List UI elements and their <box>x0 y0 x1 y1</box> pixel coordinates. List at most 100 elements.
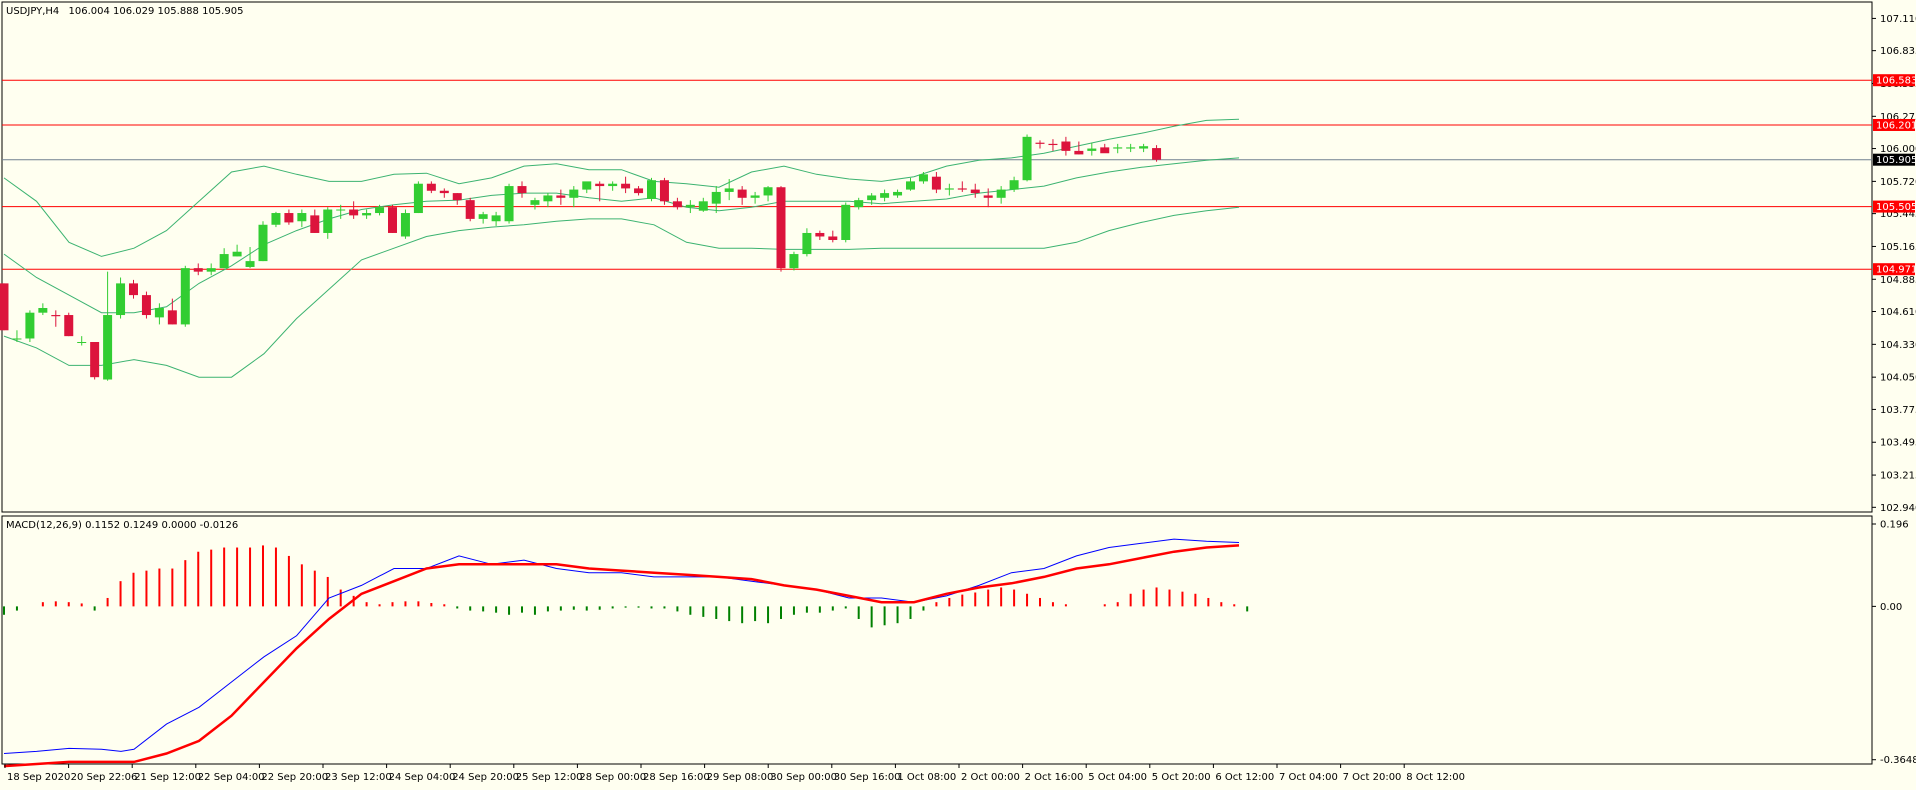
candle-body-29 <box>375 207 385 214</box>
candle-body-31 <box>400 213 410 237</box>
main-panel-frame <box>1 1 1873 513</box>
candle-body-46 <box>595 183 605 187</box>
candle-body-49 <box>634 188 644 194</box>
price-tag-bg-2 <box>1873 153 1915 166</box>
candle-body-39 <box>504 186 514 222</box>
time-tick-label-8: 25 Sep 12:00 <box>516 772 583 783</box>
price-tick-label-0: 107.110 <box>1880 14 1916 25</box>
price-tick-label-10: 104.330 <box>1880 340 1916 351</box>
ohlc-readout: 106.004 106.029 105.888 105.905 <box>68 6 243 17</box>
candle-body-57 <box>737 189 747 198</box>
time-tick-label-5: 23 Sep 12:00 <box>325 772 392 783</box>
band-middle <box>3 157 1240 314</box>
candle-body-0 <box>0 283 9 331</box>
candle-body-42 <box>543 195 553 202</box>
candle-body-6 <box>77 342 87 343</box>
candle-body-86 <box>1113 147 1123 149</box>
candle-body-7 <box>90 342 100 378</box>
candle-body-24 <box>310 215 320 233</box>
horizontal-lines <box>2 79 1872 270</box>
candle-body-53 <box>685 204 695 208</box>
candle-body-8 <box>103 315 113 380</box>
price-tag-label-1: 106.201 <box>1876 120 1916 131</box>
candle-body-75 <box>970 189 980 194</box>
candle-body-28 <box>362 213 372 216</box>
macd-axis: 0.196 0.00 -0.3648 <box>1872 519 1916 766</box>
price-tick-label-5: 105.720 <box>1880 177 1916 188</box>
time-tick-label-10: 28 Sep 16:00 <box>643 772 710 783</box>
candle-body-1 <box>12 338 22 340</box>
candle-body-71 <box>918 174 928 182</box>
macd-series-1 <box>3 544 1240 768</box>
candle-body-14 <box>180 268 190 325</box>
candle-body-78 <box>1009 180 1019 190</box>
price-tag-label-0: 106.583 <box>1876 76 1916 87</box>
candle-body-73 <box>944 188 954 190</box>
candle-body-17 <box>219 254 229 269</box>
candle-body-19 <box>245 261 255 267</box>
candle-body-83 <box>1074 150 1084 155</box>
candle-body-47 <box>608 183 618 187</box>
candle-body-79 <box>1022 136 1032 181</box>
time-tick-label-4: 22 Sep 20:00 <box>261 772 328 783</box>
symbol-label: USDJPY,H4 <box>6 6 59 17</box>
candle-body-56 <box>724 188 734 192</box>
main-header: USDJPY,H4 106.004 106.029 105.888 105.90… <box>6 6 243 17</box>
macd-header: MACD(12,26,9) 0.1152 0.1249 0.0000 -0.01… <box>6 520 238 531</box>
price-tick-label-13: 103.495 <box>1880 438 1916 449</box>
price-tick-label-7: 105.165 <box>1880 242 1916 253</box>
candle-body-26 <box>336 209 346 211</box>
candle-body-65 <box>841 204 851 240</box>
candle-body-18 <box>232 251 242 257</box>
candles <box>0 134 1162 381</box>
candle-body-35 <box>452 193 462 201</box>
macd-series-0 <box>3 538 1240 754</box>
time-tick-label-14: 1 Oct 08:00 <box>897 772 956 783</box>
candle-body-68 <box>880 193 890 198</box>
price-tick-label-6: 105.445 <box>1880 209 1916 220</box>
candle-body-85 <box>1100 147 1110 154</box>
candle-body-64 <box>828 236 838 240</box>
time-tick-label-1: 20 Sep 22:06 <box>71 772 138 783</box>
candle-body-62 <box>802 232 812 255</box>
candle-body-48 <box>621 183 631 189</box>
candle-body-43 <box>556 195 566 198</box>
candle-body-12 <box>154 308 164 318</box>
candle-body-45 <box>582 181 592 190</box>
candle-body-32 <box>413 183 423 214</box>
candle-body-2 <box>25 312 35 339</box>
macd-tick-label-1: 0.00 <box>1880 602 1902 613</box>
candle-body-84 <box>1087 148 1097 151</box>
candle-body-30 <box>388 207 397 233</box>
price-tag-label-2: 105.905 <box>1876 155 1916 166</box>
candle-body-22 <box>284 213 294 223</box>
candle-body-3 <box>38 308 48 313</box>
macd-tick-label-2: -0.3648 <box>1880 755 1916 766</box>
time-tick-label-0: 18 Sep 2020 <box>7 772 70 783</box>
candle-body-76 <box>983 195 993 198</box>
candle-body-15 <box>193 268 203 272</box>
candle-body-67 <box>867 195 877 201</box>
price-tick-label-1: 106.835 <box>1880 46 1916 57</box>
candle-body-25 <box>323 209 333 233</box>
candle-body-61 <box>789 254 799 269</box>
candle-body-60 <box>776 187 786 269</box>
candle-body-51 <box>659 180 669 202</box>
macd-panel-frame <box>1 515 1873 765</box>
time-tick-label-19: 6 Oct 12:00 <box>1215 772 1274 783</box>
candle-body-66 <box>854 200 864 208</box>
time-tick-label-2: 21 Sep 12:00 <box>134 772 201 783</box>
band-lower <box>3 206 1240 378</box>
price-tag-label-4: 104.971 <box>1876 265 1916 276</box>
time-tick-label-11: 29 Sep 08:00 <box>707 772 774 783</box>
candle-body-37 <box>478 214 488 219</box>
price-tick-label-12: 103.775 <box>1880 405 1916 416</box>
time-tick-label-7: 24 Sep 20:00 <box>452 772 519 783</box>
price-tag-bg-1 <box>1873 118 1915 131</box>
time-tick-label-17: 5 Oct 04:00 <box>1088 772 1147 783</box>
candle-body-63 <box>815 232 825 237</box>
candle-body-11 <box>141 295 151 316</box>
candle-body-82 <box>1061 141 1071 151</box>
